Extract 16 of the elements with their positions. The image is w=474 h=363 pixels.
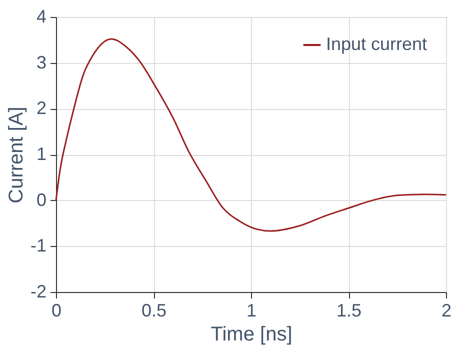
- y-tick-label: 4: [36, 6, 46, 26]
- x-axis-title: Time [ns]: [210, 324, 292, 346]
- legend-label: Input current: [326, 34, 428, 54]
- y-tick-label: 0: [36, 190, 46, 210]
- y-tick-label: 2: [36, 98, 46, 118]
- y-axis-title: Current [A]: [5, 106, 28, 204]
- x-tick-label: 2: [441, 300, 452, 320]
- x-tick-label: 0.5: [141, 300, 167, 320]
- y-tick-label: -2: [30, 282, 46, 302]
- y-tick-label: -1: [30, 236, 46, 256]
- x-tick-label: 1.5: [336, 300, 362, 320]
- x-tick-label: 0: [51, 300, 62, 320]
- x-tick-label: 1: [246, 300, 257, 320]
- y-tick-label: 3: [36, 52, 46, 72]
- line-series: [55, 38, 447, 232]
- y-tick-label: 1: [36, 144, 46, 164]
